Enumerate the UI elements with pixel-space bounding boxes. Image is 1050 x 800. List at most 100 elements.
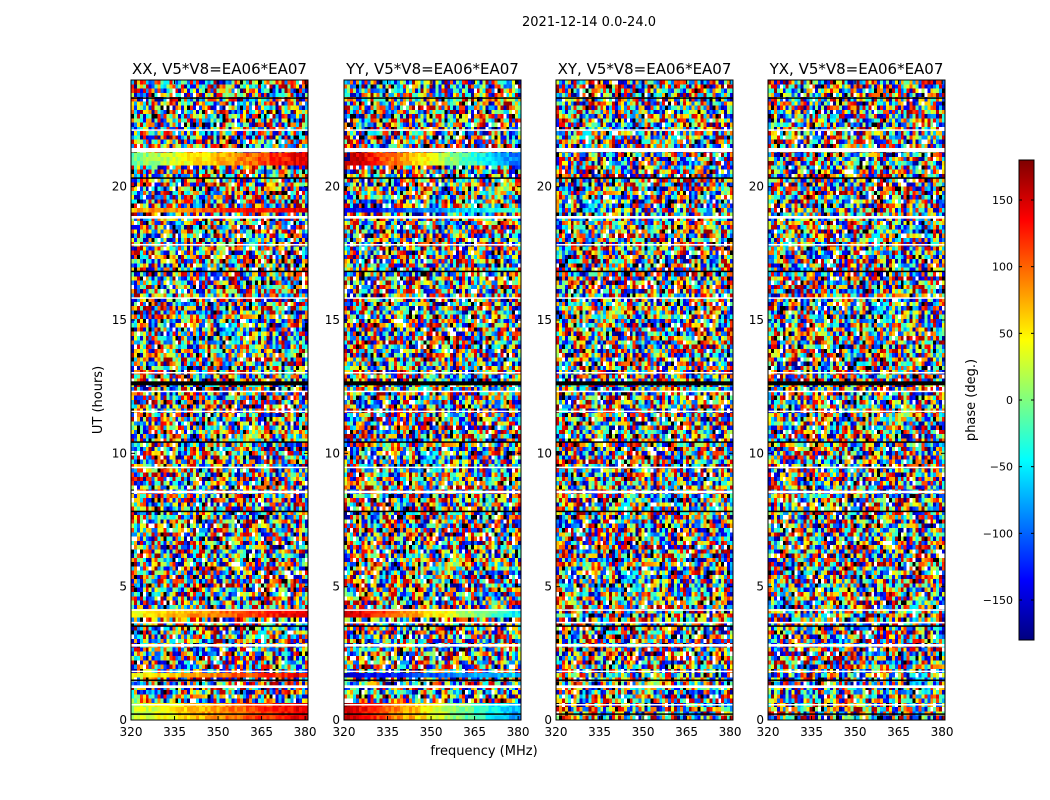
- x-tick-label: 320: [333, 725, 356, 739]
- flagged-row: [131, 685, 308, 688]
- panel-title: XX, V5*V8=EA06*EA07: [132, 60, 307, 78]
- panel-frame: [130, 79, 309, 721]
- flagged-row: [131, 148, 308, 152]
- x-tick-label: 335: [163, 725, 186, 739]
- x-tick-label: 320: [545, 725, 568, 739]
- flagged-row: [344, 129, 521, 131]
- flagged-row: [556, 216, 733, 219]
- colorbar-ticks: −150 −100 −50 0 50 100 150: [983, 194, 1034, 607]
- panel-yy: YY, V5*V8=EA06*EA07 320 335 350 365 380 0 5 10 15…: [325, 60, 530, 739]
- flagged-row: [344, 466, 521, 469]
- flagged-row: [556, 510, 733, 513]
- flagged-row: [556, 244, 733, 246]
- flagged-row: [131, 390, 308, 393]
- flagged-row: [768, 177, 945, 179]
- y-tick-label: 15: [112, 313, 127, 327]
- x-tick-label: 365: [675, 725, 698, 739]
- colorbar-tick-label: 0: [1006, 394, 1013, 407]
- flagged-row: [131, 297, 308, 299]
- x-axis-label: frequency (MHz): [430, 744, 537, 759]
- flagged-row: [131, 625, 308, 627]
- flagged-row: [344, 390, 521, 393]
- x-tick-label: 320: [757, 725, 780, 739]
- x-tick-label: 335: [376, 725, 399, 739]
- flagged-row: [131, 679, 308, 681]
- flagged-row: [556, 381, 733, 386]
- flagged-row: [344, 97, 521, 99]
- flagged-row: [768, 644, 945, 647]
- flagged-row: [131, 177, 308, 179]
- flagged-row: [344, 381, 521, 386]
- x-tick-label: 320: [120, 725, 143, 739]
- flagged-row: [768, 621, 945, 624]
- figure-suptitle: 2021-12-14 0.0-24.0: [522, 15, 656, 30]
- flagged-row: [131, 704, 308, 706]
- flagged-row: [131, 644, 308, 647]
- panel-frame: [767, 79, 946, 721]
- flagged-row: [768, 129, 945, 131]
- flagged-row: [131, 244, 308, 246]
- y-tick-label: 5: [332, 580, 340, 594]
- panel-title: YX, V5*V8=EA06*EA07: [769, 60, 944, 78]
- flagged-row: [344, 713, 521, 715]
- flagged-row: [556, 148, 733, 152]
- flagged-row: [556, 177, 733, 179]
- y-tick-label: 0: [544, 713, 552, 727]
- flagged-row: [556, 372, 733, 374]
- flagged-row: [768, 390, 945, 393]
- flagged-row: [131, 441, 308, 443]
- heatmap-yx: [768, 80, 945, 720]
- flagged-row: [131, 510, 308, 513]
- flagged-row: [768, 670, 945, 673]
- x-tick-label: 380: [719, 725, 742, 739]
- flagged-row: [344, 297, 521, 299]
- colorbar-tick-label: −50: [990, 461, 1013, 474]
- flagged-row: [131, 129, 308, 131]
- x-tick-label: 350: [844, 725, 867, 739]
- x-tick-label: 380: [931, 725, 954, 739]
- x-tick-label: 350: [207, 725, 230, 739]
- y-tick-label: 20: [325, 180, 340, 194]
- x-tick-label: 380: [294, 725, 317, 739]
- flagged-row: [556, 270, 733, 273]
- colorbar-tick-label: 100: [992, 261, 1013, 274]
- flagged-row: [344, 644, 521, 647]
- flagged-row: [556, 704, 733, 706]
- flagged-row: [131, 410, 308, 413]
- flagged-row: [768, 148, 945, 152]
- flagged-row: [768, 625, 945, 627]
- x-tick-label: 350: [420, 725, 443, 739]
- flagged-row: [556, 713, 733, 715]
- flagged-row: [556, 621, 733, 624]
- flagged-row: [768, 704, 945, 706]
- y-tick-label: 0: [756, 713, 764, 727]
- y-tick-label: 10: [537, 446, 552, 460]
- flagged-row: [344, 510, 521, 513]
- heatmap-xx: [131, 80, 308, 720]
- panel-xx: XX, V5*V8=EA06*EA07 320 335 350 365 380 0 5 10 15…: [112, 60, 317, 739]
- flagged-row: [768, 466, 945, 469]
- flagged-row: [131, 713, 308, 715]
- flagged-row: [556, 490, 733, 494]
- flagged-row: [131, 609, 308, 611]
- x-tick-label: 365: [887, 725, 910, 739]
- flagged-row: [556, 670, 733, 673]
- flagged-row: [768, 441, 945, 443]
- heatmap-yy: [344, 80, 521, 720]
- flagged-row: [131, 381, 308, 386]
- flagged-row: [556, 390, 733, 393]
- panel-title: YY, V5*V8=EA06*EA07: [345, 60, 519, 78]
- panel-frame: [343, 79, 522, 721]
- flagged-row: [344, 270, 521, 273]
- flagged-row: [768, 679, 945, 681]
- flagged-row: [768, 381, 945, 386]
- flagged-row: [131, 466, 308, 469]
- flagged-row: [556, 410, 733, 413]
- y-tick-label: 10: [749, 446, 764, 460]
- flagged-row: [344, 621, 521, 624]
- x-tick-label: 350: [632, 725, 655, 739]
- panel-yx: YX, V5*V8=EA06*EA07 320 335 350 365 380 0 5 10 15…: [749, 60, 954, 739]
- flagged-row: [768, 685, 945, 688]
